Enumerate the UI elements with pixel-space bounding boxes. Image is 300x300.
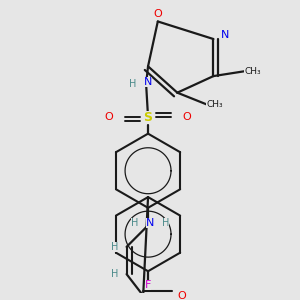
Text: N: N	[221, 30, 229, 40]
Text: H: H	[111, 269, 118, 279]
Text: N: N	[146, 218, 154, 228]
Text: O: O	[153, 9, 162, 19]
Text: O: O	[183, 112, 191, 122]
Text: O: O	[105, 112, 113, 122]
Text: H: H	[129, 79, 136, 89]
Text: N: N	[144, 77, 152, 87]
Text: S: S	[143, 111, 152, 124]
Text: CH₃: CH₃	[244, 67, 261, 76]
Text: H: H	[162, 218, 169, 228]
Text: F: F	[145, 280, 151, 290]
Text: H: H	[111, 242, 118, 252]
Text: H: H	[131, 218, 138, 228]
Text: CH₃: CH₃	[206, 100, 223, 109]
Text: O: O	[178, 291, 187, 300]
